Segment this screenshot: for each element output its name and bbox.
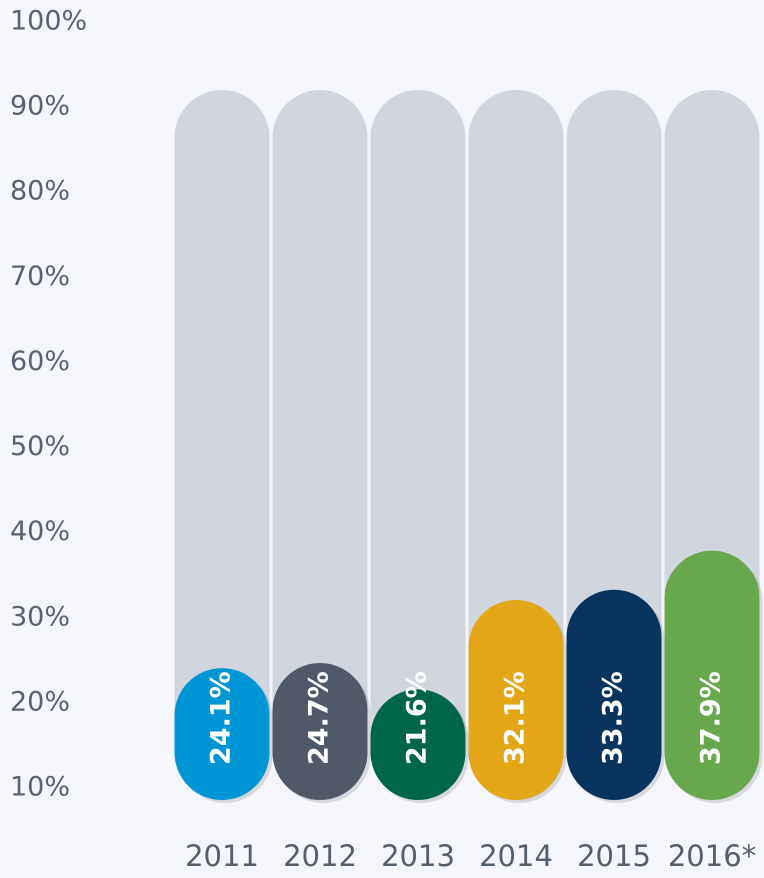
bar [468, 599, 564, 800]
bar [566, 589, 662, 800]
x-tick-label: 2016* [668, 839, 756, 873]
x-tick-label: 2013 [381, 839, 455, 873]
y-tick-label: 50% [10, 431, 70, 462]
y-tick-label: 10% [10, 772, 70, 803]
x-tick-label: 2014 [479, 839, 553, 873]
y-tick-label: 40% [10, 516, 70, 547]
value-label: 32.1% [500, 671, 531, 765]
bar-track [272, 90, 368, 800]
value-label: 24.7% [304, 671, 335, 765]
x-tick-label: 2012 [283, 839, 357, 873]
value-label: 37.9% [696, 671, 727, 765]
y-tick-label: 70% [10, 261, 70, 292]
bar [272, 662, 368, 800]
y-tick-label: 20% [10, 686, 70, 717]
y-tick-label: 60% [10, 346, 70, 377]
bar-track [370, 90, 466, 800]
value-label: 33.3% [598, 671, 629, 765]
bar-track [174, 90, 270, 800]
x-tick-label: 2011 [185, 839, 259, 873]
bar [664, 550, 760, 800]
bar [174, 668, 270, 800]
y-tick-label: 80% [10, 176, 70, 207]
x-tick-label: 2015 [577, 839, 651, 873]
value-label: 24.1% [206, 671, 237, 765]
y-tick-label: 30% [10, 601, 70, 632]
y-tick-label: 100% [10, 6, 87, 37]
y-tick-label: 90% [10, 91, 70, 122]
value-label: 21.6% [402, 671, 433, 765]
bar [370, 689, 466, 800]
